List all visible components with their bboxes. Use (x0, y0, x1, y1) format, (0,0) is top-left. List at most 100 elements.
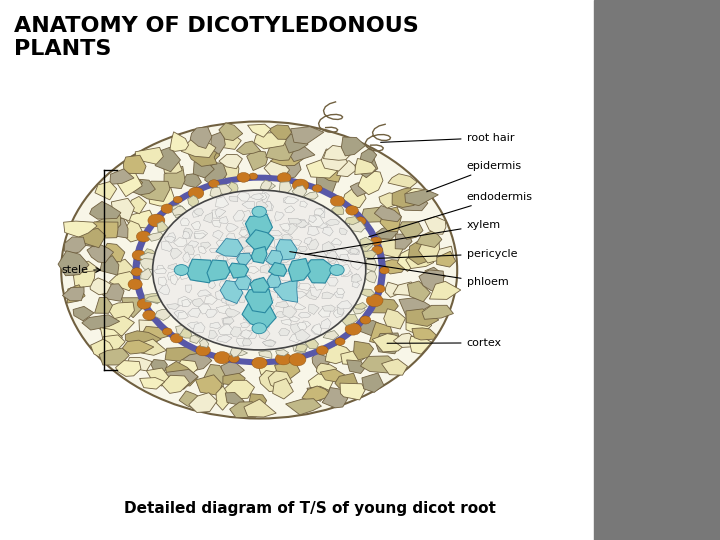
Polygon shape (123, 156, 146, 174)
Polygon shape (219, 123, 243, 140)
Polygon shape (106, 302, 135, 323)
Polygon shape (164, 166, 185, 188)
Polygon shape (217, 335, 232, 342)
Polygon shape (63, 287, 84, 301)
Polygon shape (243, 220, 249, 227)
Polygon shape (277, 292, 290, 298)
Circle shape (209, 180, 220, 188)
Polygon shape (125, 331, 161, 347)
Polygon shape (158, 277, 167, 287)
Polygon shape (418, 240, 440, 263)
Polygon shape (197, 290, 212, 296)
Text: pericycle: pericycle (367, 249, 517, 259)
Polygon shape (190, 127, 212, 148)
Polygon shape (194, 275, 201, 281)
Polygon shape (261, 220, 272, 226)
Polygon shape (306, 260, 315, 269)
Polygon shape (284, 245, 295, 254)
Polygon shape (204, 212, 213, 223)
Polygon shape (436, 251, 456, 267)
Polygon shape (274, 360, 300, 379)
Polygon shape (73, 306, 94, 321)
Polygon shape (253, 210, 269, 217)
Polygon shape (264, 295, 274, 302)
Polygon shape (329, 260, 339, 268)
Polygon shape (248, 124, 271, 137)
Polygon shape (218, 325, 234, 335)
Polygon shape (350, 261, 364, 270)
Polygon shape (263, 201, 272, 211)
Polygon shape (350, 248, 359, 254)
Polygon shape (167, 233, 176, 241)
Circle shape (252, 323, 266, 334)
Polygon shape (328, 256, 337, 264)
Text: stele: stele (61, 265, 100, 275)
Polygon shape (289, 334, 302, 343)
Polygon shape (155, 309, 173, 321)
Polygon shape (238, 293, 246, 302)
Polygon shape (194, 233, 206, 239)
Polygon shape (229, 278, 241, 285)
Circle shape (188, 187, 204, 199)
Polygon shape (220, 380, 254, 399)
Polygon shape (251, 247, 267, 264)
Polygon shape (384, 309, 405, 329)
Polygon shape (351, 273, 360, 282)
Polygon shape (267, 272, 281, 288)
Polygon shape (192, 211, 202, 217)
Polygon shape (393, 282, 416, 295)
Polygon shape (166, 361, 198, 386)
Polygon shape (125, 210, 155, 228)
Polygon shape (293, 292, 307, 298)
Polygon shape (274, 212, 284, 221)
Polygon shape (316, 264, 330, 271)
Polygon shape (297, 219, 307, 228)
Polygon shape (158, 285, 170, 294)
Polygon shape (194, 209, 204, 216)
Polygon shape (339, 228, 347, 235)
Polygon shape (307, 239, 319, 250)
Polygon shape (309, 216, 317, 223)
Polygon shape (322, 305, 336, 311)
Polygon shape (228, 182, 238, 195)
Polygon shape (399, 298, 431, 315)
Polygon shape (244, 399, 276, 417)
Circle shape (61, 122, 457, 418)
Polygon shape (256, 235, 264, 246)
Polygon shape (198, 304, 211, 314)
Polygon shape (100, 328, 122, 349)
Circle shape (249, 173, 258, 179)
Polygon shape (220, 217, 228, 224)
Polygon shape (204, 145, 220, 163)
Polygon shape (288, 145, 315, 161)
Circle shape (131, 268, 143, 276)
Circle shape (171, 334, 183, 343)
Polygon shape (225, 393, 244, 405)
Polygon shape (294, 302, 306, 310)
Polygon shape (269, 284, 279, 293)
Circle shape (136, 231, 151, 242)
Polygon shape (216, 240, 226, 249)
Polygon shape (123, 221, 143, 242)
Polygon shape (240, 329, 252, 339)
Polygon shape (243, 275, 251, 283)
Polygon shape (183, 252, 190, 262)
Circle shape (163, 328, 172, 335)
Polygon shape (416, 230, 442, 247)
Polygon shape (90, 222, 118, 238)
Polygon shape (99, 335, 125, 352)
Polygon shape (206, 309, 217, 318)
Circle shape (330, 195, 345, 206)
Polygon shape (295, 262, 305, 270)
Polygon shape (171, 248, 182, 259)
Polygon shape (279, 182, 292, 195)
Polygon shape (95, 215, 121, 233)
Polygon shape (260, 264, 271, 273)
Polygon shape (187, 322, 200, 329)
Polygon shape (230, 349, 248, 356)
Polygon shape (351, 181, 368, 197)
Polygon shape (251, 288, 260, 294)
Polygon shape (323, 145, 353, 160)
Polygon shape (225, 308, 240, 317)
Circle shape (174, 265, 189, 275)
